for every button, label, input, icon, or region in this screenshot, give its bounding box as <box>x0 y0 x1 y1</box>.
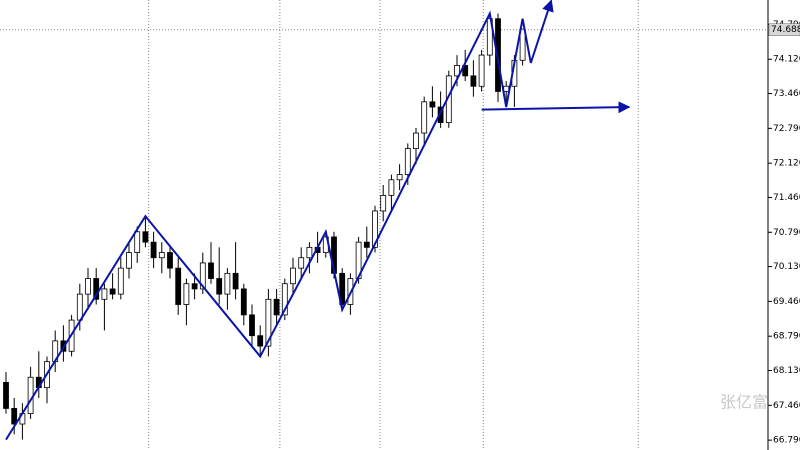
candle-body <box>363 241 370 248</box>
trend-line <box>5 0 554 441</box>
candle-body <box>306 246 313 259</box>
candle-body <box>396 174 403 181</box>
price-label: 74.688 <box>771 25 800 35</box>
candle-body <box>158 252 165 259</box>
candle-body <box>167 252 173 269</box>
candle-body <box>372 210 378 248</box>
candle-body <box>470 75 477 87</box>
candle-body <box>503 85 510 92</box>
y-tick-label: 72.120 <box>773 159 800 169</box>
candle-body <box>462 65 469 77</box>
candle-body <box>117 267 124 295</box>
y-tick-label: 70.130 <box>773 262 800 272</box>
candle-body <box>281 283 288 316</box>
candle-body <box>298 257 305 269</box>
y-tick-label: 70.790 <box>773 228 800 238</box>
candle-body <box>437 106 444 124</box>
price-label-box <box>768 23 800 36</box>
y-tick-label: 67.460 <box>773 401 800 411</box>
candle-body <box>150 241 157 259</box>
candle-body <box>478 54 485 87</box>
y-tick-label: 68.790 <box>773 332 800 342</box>
candle-body <box>249 314 255 337</box>
candle-body <box>27 376 34 415</box>
candle-body <box>339 272 346 305</box>
candle-body <box>404 148 411 175</box>
candle-body <box>421 101 428 134</box>
candle-body <box>199 262 206 290</box>
candle-body <box>126 252 132 269</box>
candle-body <box>76 293 83 321</box>
candle-body <box>191 283 198 290</box>
candle-body <box>429 101 436 108</box>
y-tick-label: 73.460 <box>773 89 800 99</box>
candle-body <box>183 283 190 305</box>
candle-body <box>413 132 419 150</box>
candle-body <box>257 335 264 347</box>
candle-body <box>3 382 9 409</box>
candle-body <box>208 262 214 279</box>
y-tick-label: 71.460 <box>773 193 800 203</box>
candle-body <box>290 267 296 285</box>
y-tick-label: 69.460 <box>773 297 800 307</box>
candle-body <box>232 272 239 290</box>
candle-body <box>134 231 141 253</box>
candle-body <box>93 278 100 300</box>
candle-body <box>11 408 18 425</box>
y-tick-label: 66.790 <box>773 436 800 446</box>
candle-body <box>380 194 387 212</box>
y-tick-label: 74.120 <box>773 55 800 65</box>
candle-body <box>101 288 108 300</box>
y-tick-label: 68.130 <box>773 366 800 376</box>
candle-body <box>85 278 91 295</box>
watermark: 张亿富 <box>720 393 768 412</box>
candle-body <box>265 298 272 347</box>
candle-body <box>388 179 395 196</box>
candle-body <box>175 267 182 305</box>
candle-body <box>224 272 231 295</box>
candle-body <box>519 28 526 61</box>
trend-line <box>481 101 631 114</box>
candle-body <box>454 65 460 77</box>
candle-body <box>142 231 149 243</box>
y-tick-label: 72.790 <box>773 124 800 134</box>
candle-body <box>240 288 247 316</box>
candle-body <box>109 288 116 295</box>
candle-body <box>216 278 223 295</box>
candle-body <box>273 298 280 316</box>
